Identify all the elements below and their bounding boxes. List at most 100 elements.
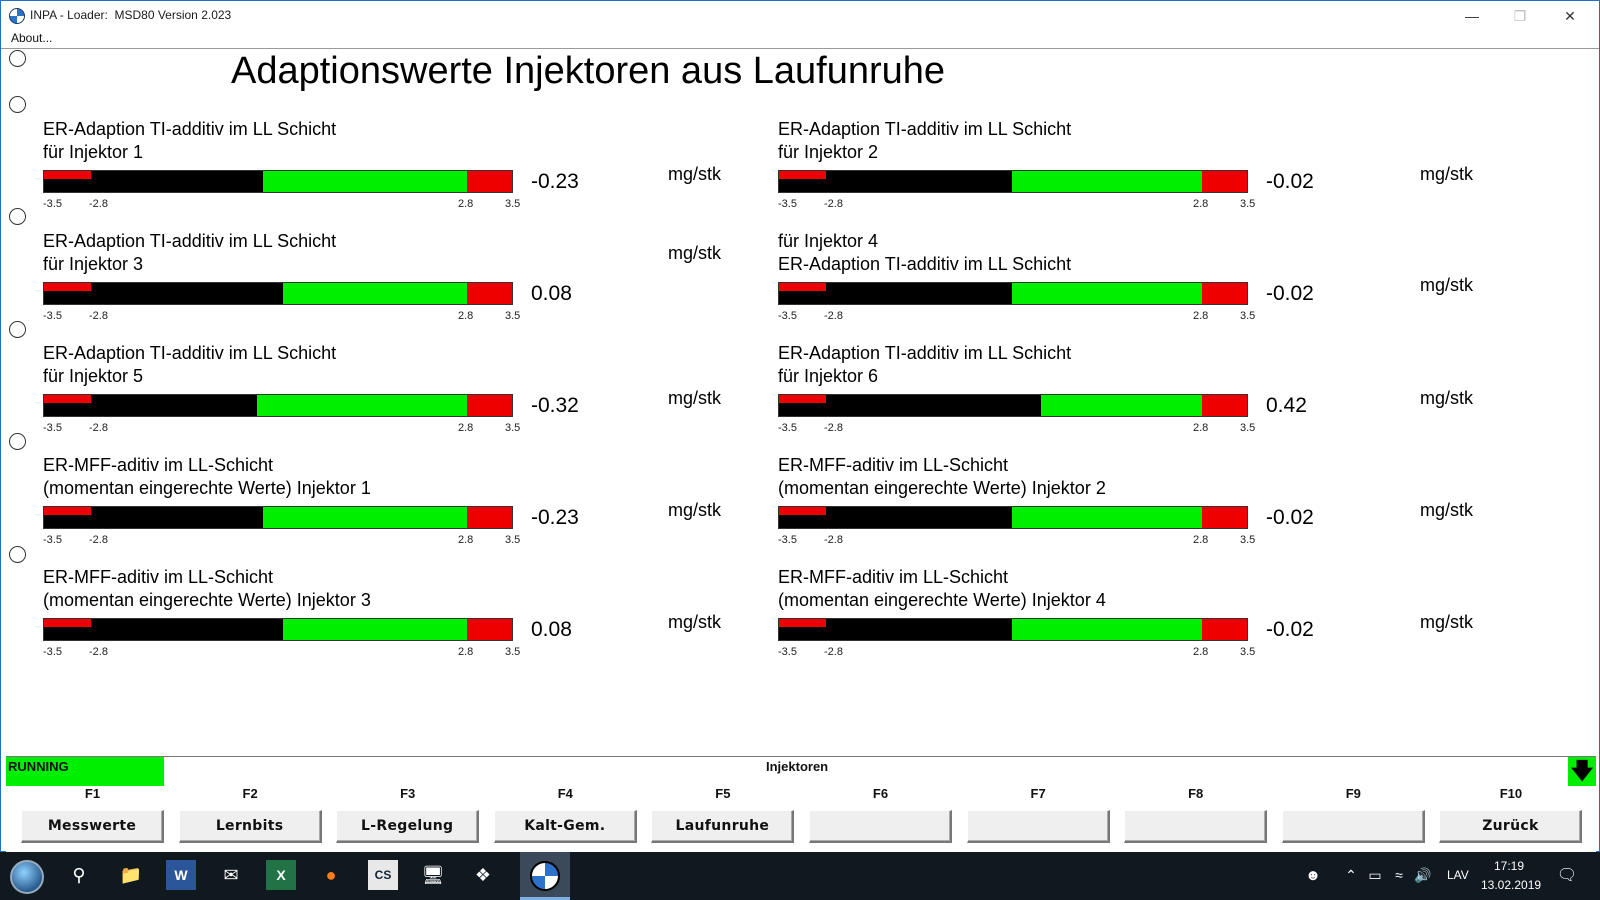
fkey-f9: F9: [1281, 786, 1425, 853]
fkey-button-f2[interactable]: Lernbits: [178, 810, 322, 843]
clock-time[interactable]: 17:19: [1494, 859, 1525, 873]
gauge-label-line2: für Injektor 5: [43, 366, 144, 386]
gauge-label-line1: ER-MFF-aditiv im LL-Schicht: [43, 567, 274, 587]
fkey-button-f9[interactable]: [1281, 810, 1425, 843]
gauge-value: 0.08: [531, 618, 572, 641]
close-button[interactable]: ✕: [1564, 7, 1576, 24]
title-bar[interactable]: INPA - Loader: MSD80 Version 2.023 — ❐ ✕: [1, 1, 1599, 31]
tick-min: -3.5: [778, 422, 797, 434]
fkey-button-f8[interactable]: [1124, 810, 1268, 843]
tick-low: -2.8: [824, 422, 843, 434]
gauge-unit: mg/stk: [668, 500, 722, 520]
gauge-injector: ER-MFF-aditiv im LL-Schicht (momentan ein…: [778, 566, 1518, 676]
inpa-taskbar-button[interactable]: [520, 852, 570, 900]
gauge-label: für Injektor 4 ER-Adaption TI-additiv im …: [778, 230, 1071, 276]
tick-low: -2.8: [89, 534, 108, 546]
gauge-unit: mg/stk: [668, 243, 722, 263]
battery-icon[interactable]: ▭: [1368, 866, 1382, 883]
gauge-label: ER-MFF-aditiv im LL-Schicht (momentan ein…: [43, 566, 371, 612]
computer-icon[interactable]: 🖥: [421, 864, 445, 885]
tick-high: 2.8: [1193, 534, 1209, 546]
gauge-label-line2: für Injektor 2: [778, 142, 879, 162]
arrow-down-icon[interactable]: 🡇: [1568, 757, 1596, 787]
gauge-fill: [779, 619, 1012, 640]
fkey-button-f3[interactable]: L-Regelung: [336, 810, 480, 843]
minimize-button[interactable]: —: [1465, 8, 1479, 24]
tick-max: 3.5: [505, 646, 521, 658]
word-icon[interactable]: W: [166, 860, 196, 890]
tick-max: 3.5: [1240, 198, 1256, 210]
menu-about[interactable]: About...: [11, 31, 53, 45]
gauge-label: ER-Adaption TI-additiv im LL Schicht für …: [43, 230, 336, 276]
gauge-bar: [43, 170, 513, 193]
notification-icon[interactable]: 🗨: [1556, 867, 1578, 884]
gauge-label-line1: ER-Adaption TI-additiv im LL Schicht: [43, 343, 337, 363]
gauge-red-zone-right: [467, 507, 512, 528]
gauge-label-line1: ER-Adaption TI-additiv im LL Schicht: [43, 119, 337, 139]
fkey-button-f4[interactable]: Kalt-Gem.: [493, 810, 637, 843]
gauge-injector: ER-MFF-aditiv im LL-Schicht (momentan ein…: [43, 566, 783, 676]
gauge-label-line2: ER-Adaption TI-additiv im LL Schicht: [778, 254, 1072, 274]
gauge-unit: mg/stk: [1420, 612, 1474, 632]
maximize-button[interactable]: ❐: [1513, 7, 1527, 24]
tick-max: 3.5: [505, 534, 521, 546]
search-icon[interactable]: ⚲: [72, 864, 86, 885]
tick-min: -3.5: [778, 310, 797, 322]
people-icon[interactable]: ☻: [1305, 866, 1321, 884]
tick-high: 2.8: [1193, 198, 1209, 210]
bmw-logo-icon: [9, 8, 25, 24]
gauge-injector: ER-Adaption TI-additiv im LL Schicht für …: [43, 230, 783, 340]
start-icon[interactable]: [10, 860, 44, 894]
gauge-bar: [778, 282, 1248, 305]
fkey-f8: F8: [1124, 786, 1268, 853]
gauge-red-zone-right: [467, 283, 512, 304]
gauge-red-zone-right: [467, 619, 512, 640]
gauge-red-zone-right: [1202, 619, 1247, 640]
gauge-fill: [779, 507, 1012, 528]
fkey-button-f5[interactable]: Laufunruhe: [651, 810, 795, 843]
language-indicator[interactable]: LAV: [1447, 868, 1469, 882]
tick-high: 2.8: [458, 422, 474, 434]
gauge-label: ER-Adaption TI-additiv im LL Schicht für …: [778, 118, 1071, 164]
tick-low: -2.8: [89, 646, 108, 658]
fkey-button-f1[interactable]: Messwerte: [21, 810, 164, 843]
gauge-bar: [778, 394, 1248, 417]
radio-button[interactable]: [9, 321, 26, 338]
chevron-up-icon[interactable]: ⌃: [1345, 866, 1357, 883]
fkey-button-f10[interactable]: Zurück: [1439, 810, 1583, 843]
gauge-fill: [44, 283, 283, 304]
gauge-injector: ER-Adaption TI-additiv im LL Schicht für …: [43, 342, 783, 452]
gauge-value: 0.08: [531, 282, 572, 305]
gauge-label: ER-Adaption TI-additiv im LL Schicht für …: [778, 342, 1071, 388]
firefox-icon[interactable]: ●: [325, 864, 337, 885]
fkey-label: F3: [400, 786, 416, 801]
radio-button[interactable]: [9, 546, 26, 563]
radio-button[interactable]: [9, 50, 26, 67]
gauge-label-line1: für Injektor 4: [778, 231, 879, 251]
gauge-red-zone-right: [1202, 507, 1247, 528]
gauge-unit: mg/stk: [1420, 388, 1474, 408]
status-bar: RUNNING Injektoren 🡇: [6, 756, 1596, 787]
tick-low: -2.8: [89, 310, 108, 322]
fkey-f2: F2 Lernbits: [178, 786, 322, 853]
cs-app-icon[interactable]: CS: [368, 860, 398, 890]
app-icon[interactable]: ❖: [474, 864, 492, 885]
radio-button[interactable]: [9, 96, 26, 113]
tick-min: -3.5: [43, 198, 62, 210]
fkey-button-f7[interactable]: [966, 810, 1110, 843]
gauge-value: -0.23: [531, 170, 579, 193]
tick-high: 2.8: [458, 534, 474, 546]
fkey-f7: F7: [966, 786, 1110, 853]
excel-icon[interactable]: X: [266, 860, 296, 890]
speaker-icon[interactable]: 🔊: [1414, 866, 1432, 883]
gauge-label-line1: ER-MFF-aditiv im LL-Schicht: [43, 455, 274, 475]
radio-button[interactable]: [9, 208, 26, 225]
gauge-injector: ER-Adaption TI-additiv im LL Schicht für …: [43, 118, 783, 228]
gauge-label-line2: für Injektor 3: [43, 254, 144, 274]
folder-icon[interactable]: 📁: [119, 864, 143, 885]
fkey-button-f6[interactable]: [809, 810, 952, 843]
mail-icon[interactable]: ✉: [223, 864, 239, 885]
wifi-icon[interactable]: ≈: [1395, 867, 1403, 883]
radio-button[interactable]: [9, 433, 26, 450]
clock-date[interactable]: 13.02.2019: [1481, 878, 1542, 892]
